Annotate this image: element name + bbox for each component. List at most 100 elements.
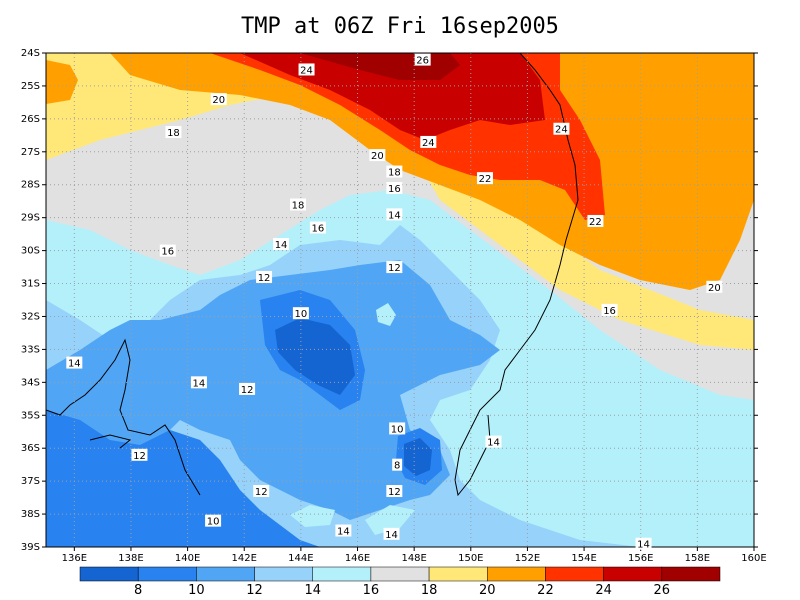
contour-label: 10 <box>292 307 309 320</box>
contour-label-bg <box>386 208 403 221</box>
lat-tick-label: 31S <box>21 279 40 290</box>
contour-label-text: 26 <box>416 56 429 67</box>
contour-label: 12 <box>256 270 273 284</box>
lon-tick-label: 156E <box>628 553 653 564</box>
contour-label-text: 18 <box>167 128 180 139</box>
contour-label: 18 <box>290 198 307 211</box>
lon-tick-label: 138E <box>118 553 143 564</box>
contour-label-bg <box>485 435 502 448</box>
contour-label-text: 14 <box>385 530 398 541</box>
lat-tick-label: 27S <box>21 147 40 158</box>
contour-label-bg <box>253 485 270 498</box>
band-below-8-south <box>404 438 432 476</box>
contour-label-text: 22 <box>479 174 492 185</box>
lat-tick-label: 25S <box>21 81 40 92</box>
contour-label: 14 <box>335 524 352 538</box>
map-frame <box>45 52 755 548</box>
lon-tick-label: 136E <box>62 553 87 564</box>
contour-label: 16 <box>159 244 176 258</box>
colorbar-segment <box>428 566 488 582</box>
contour-label-bg <box>389 422 406 435</box>
colorbar-label: 22 <box>537 583 554 598</box>
band-24-26 <box>240 53 545 140</box>
contour-label: 14 <box>635 537 652 551</box>
contour-label-bg <box>165 126 182 139</box>
contour-label-bg <box>392 458 403 471</box>
contour-label: 14 <box>383 527 400 541</box>
colorbar-segment <box>487 566 546 582</box>
contour-label-text: 20 <box>371 151 384 162</box>
contour-label-bg <box>635 537 652 550</box>
contour-label-text: 12 <box>255 487 268 498</box>
band-20-22-west <box>46 60 78 104</box>
lon-tick-label: 148E <box>401 553 426 564</box>
contour-label: 24 <box>298 63 315 76</box>
contour-label-text: 18 <box>388 168 401 179</box>
contour-label: 8 <box>392 458 403 472</box>
longitude-axis: 136E 138E 140E 142E 144E 146E 148E 150E 152E 154E… <box>62 547 767 564</box>
contour-label-bg <box>383 527 400 540</box>
contour-label-text: 10 <box>295 309 308 320</box>
colorbar-segment <box>545 566 604 582</box>
latitude-axis: 24S 25S 26S 27S 28S 29S 30S 31S 32S 33S 34S 35S 36S 3… <box>21 48 758 553</box>
contour-label: 12 <box>131 448 148 462</box>
contour-label: 16 <box>386 182 403 195</box>
contour-label: 26 <box>414 53 431 67</box>
band-patch-small <box>376 303 396 326</box>
contour-label: 14 <box>273 238 290 251</box>
contour-label: 12 <box>386 485 403 498</box>
contour-label: 12 <box>386 261 403 274</box>
contour-label-bg <box>205 514 222 527</box>
lon-tick-label: 152E <box>515 553 540 564</box>
lat-tick-label: 28S <box>21 180 40 191</box>
contour-label-text: 14 <box>637 540 650 551</box>
colorbar-segment <box>603 566 663 582</box>
contour-label: 24 <box>420 135 437 149</box>
colorbar-label: 10 <box>188 583 205 598</box>
contour-label-text: 16 <box>603 306 616 317</box>
contour-label-bg <box>335 524 352 537</box>
contour-label: 14 <box>485 435 502 449</box>
lon-tick-label: 144E <box>288 553 313 564</box>
contour-label-text: 24 <box>422 138 435 149</box>
contour-labels: 26 24 24 24 22 22 20 20 20 18 18 18 16 16 16 16 14 14 14 14… <box>66 53 723 551</box>
contour-label-text: 12 <box>241 385 254 396</box>
contour-label-bg <box>131 448 148 461</box>
colorbar-label: 8 <box>134 583 142 598</box>
contour-label: 16 <box>601 303 618 317</box>
colorbar-segment <box>254 566 313 582</box>
colorbar-segment <box>196 566 255 582</box>
lat-tick-label: 24S <box>21 48 40 59</box>
colorbar-label: 26 <box>654 583 671 598</box>
contour-label-bg <box>190 376 207 389</box>
colorbar-segment <box>661 566 721 582</box>
lat-tick-label: 34S <box>21 377 40 388</box>
contour-label: 14 <box>190 376 207 389</box>
lat-tick-label: 32S <box>21 311 40 322</box>
contour-label-text: 8 <box>394 461 400 472</box>
colorbar-label: 24 <box>595 583 612 598</box>
contour-label: 16 <box>309 221 326 235</box>
contour-label-bg <box>239 382 256 395</box>
contour-label-bg <box>273 238 290 251</box>
lat-tick-label: 38S <box>21 509 40 520</box>
lon-tick-label: 142E <box>232 553 257 564</box>
contour-label-text: 12 <box>133 451 146 462</box>
contour-label-bg <box>601 303 618 316</box>
contour-label-text: 14 <box>487 438 500 449</box>
contour-label-text: 12 <box>388 263 401 274</box>
contour-label-text: 14 <box>68 359 81 370</box>
contour-label-text: 16 <box>388 184 401 195</box>
lat-tick-label: 36S <box>21 443 40 454</box>
contour-label: 22 <box>476 172 493 185</box>
contour-label: 22 <box>587 214 604 228</box>
contour-label-text: 18 <box>292 200 305 211</box>
band-patch-16b <box>365 505 415 535</box>
contour-label: 18 <box>386 165 403 179</box>
contour-label: 10 <box>389 422 406 435</box>
contour-label: 20 <box>706 280 723 294</box>
contour-label-bg <box>369 149 386 162</box>
contour-label-text: 12 <box>258 273 271 284</box>
lon-tick-label: 160E <box>741 553 766 564</box>
contour-label-text: 16 <box>312 224 325 235</box>
